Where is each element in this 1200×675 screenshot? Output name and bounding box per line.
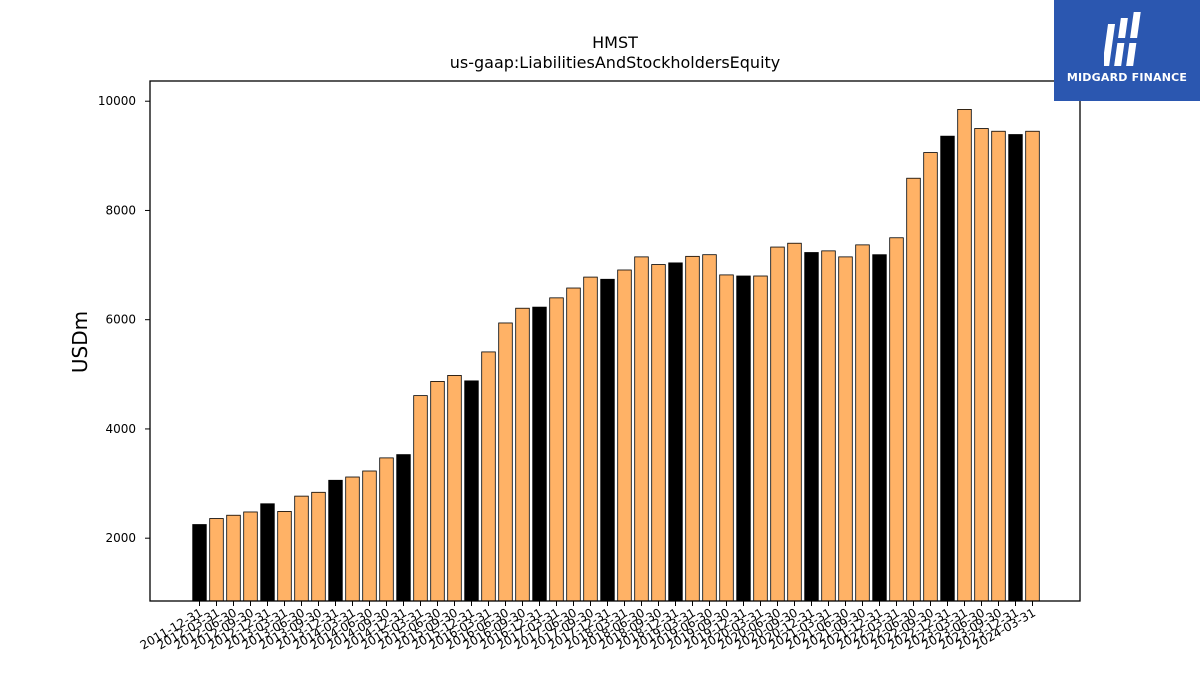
bar-2013-09-30 [311, 491, 326, 602]
bar-2013-03-31 [277, 511, 292, 602]
bar-2018-09-30 [651, 264, 666, 602]
bar-2018-06-30 [634, 256, 649, 602]
bar-2011-12-31 [192, 524, 207, 602]
bar-2023-12-31 [1008, 134, 1023, 602]
bar-2012-06-30 [226, 514, 241, 602]
bar-2012-09-30 [243, 511, 258, 602]
bar-2022-06-30 [906, 177, 921, 602]
bar-2019-12-31 [736, 275, 751, 602]
bar-2019-03-31 [685, 255, 700, 602]
bar-2018-12-31 [668, 262, 683, 602]
bar-2015-12-31 [464, 380, 479, 602]
y-ticks-group: 2000 4000 6000 8000 10000 [98, 94, 150, 545]
chart-subtitle: us-gaap:LiabilitiesAndStockholdersEquity [450, 53, 781, 72]
bars-group [192, 109, 1040, 602]
logo-text: MIDGARD FINANCE [1066, 71, 1188, 84]
bar-2023-06-30 [974, 128, 989, 602]
logo: MIDGARD FINANCE [1054, 0, 1200, 101]
bar-2023-09-30 [991, 130, 1006, 602]
bar-2016-03-31 [481, 351, 496, 602]
bar-2024-03-31 [1025, 130, 1040, 602]
bar-2021-12-31 [872, 254, 887, 602]
bar-2015-09-30 [447, 375, 462, 602]
bar-2017-03-31 [549, 297, 564, 602]
y-tick-label: 6000 [105, 313, 136, 327]
bar-2017-12-31 [600, 278, 615, 602]
bar-2017-06-30 [566, 287, 581, 602]
midgard-logo-icon [1104, 12, 1141, 66]
bar-2014-06-30 [362, 470, 377, 602]
bar-2012-12-31 [260, 503, 275, 602]
bar-2019-09-30 [719, 274, 734, 602]
bar-2015-03-31 [413, 395, 428, 602]
y-tick-label: 8000 [105, 203, 136, 217]
bar-2023-03-31 [957, 109, 972, 602]
y-tick-label: 2000 [105, 531, 136, 545]
bar-2020-06-30 [770, 246, 785, 602]
bar-2016-06-30 [498, 322, 513, 602]
y-tick-label: 4000 [105, 422, 136, 436]
bar-2015-06-30 [430, 381, 445, 602]
chart-title: HMST [592, 33, 638, 52]
bar-2013-12-31 [328, 479, 343, 602]
bar-2021-09-30 [855, 244, 870, 602]
bar-2012-03-31 [209, 518, 224, 602]
bar-2014-09-30 [379, 457, 394, 602]
bar-2018-03-31 [617, 269, 632, 602]
bar-2022-03-31 [889, 237, 904, 602]
bar-2014-12-31 [396, 454, 411, 602]
bar-2022-12-31 [940, 135, 955, 602]
bar-2021-06-30 [838, 256, 853, 602]
bar-2019-06-30 [702, 254, 717, 602]
y-axis-label: USDm [68, 311, 92, 373]
x-ticks-group: 2011-12-312012-03-312012-06-302012-09-30… [138, 601, 1038, 652]
bar-2013-06-30 [294, 495, 309, 602]
bar-2020-03-31 [753, 275, 768, 602]
bar-2014-03-31 [345, 476, 360, 602]
y-tick-label: 10000 [98, 94, 136, 108]
bar-2017-09-30 [583, 276, 598, 602]
bar-2016-09-30 [515, 307, 530, 602]
bar-2020-09-30 [787, 242, 802, 602]
bar-2021-03-31 [821, 250, 836, 602]
bar-2022-09-30 [923, 152, 938, 602]
bar-2020-12-31 [804, 252, 819, 602]
plot-frame [149, 80, 1081, 602]
bar-2016-12-31 [532, 306, 547, 602]
